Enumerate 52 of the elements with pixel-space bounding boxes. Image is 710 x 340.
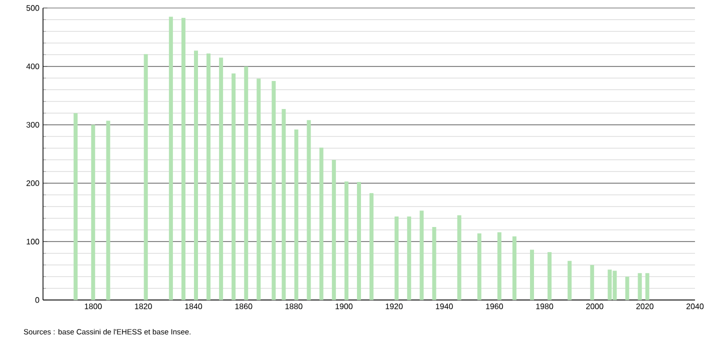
bar <box>497 232 502 300</box>
y-tick-label: 500 <box>26 5 40 11</box>
y-tick-label: 400 <box>26 64 40 70</box>
bar <box>512 236 516 300</box>
y-tick-label: 100 <box>26 238 40 244</box>
x-tick-label: 1960 <box>486 304 503 310</box>
bar <box>106 120 110 300</box>
bar <box>91 124 96 300</box>
bar <box>548 252 552 300</box>
y-tick-label: 200 <box>26 180 40 186</box>
bar <box>370 193 374 300</box>
bar <box>332 160 336 300</box>
x-tick-label: 1980 <box>536 304 554 310</box>
y-tick-label: 0 <box>35 297 40 303</box>
x-tick-label: 1860 <box>235 304 252 310</box>
bar <box>590 264 594 300</box>
x-tick-label: 2040 <box>686 304 704 310</box>
bar <box>530 250 534 300</box>
x-tick-label: 1920 <box>386 304 403 310</box>
x-tick-label: 1840 <box>185 304 202 310</box>
bar <box>306 120 311 300</box>
bar <box>568 260 572 300</box>
x-tick-label: 1940 <box>436 304 453 310</box>
bar <box>232 73 236 300</box>
bar <box>457 215 462 300</box>
y-tick-label: 300 <box>26 122 40 128</box>
bar <box>244 66 248 300</box>
bar <box>272 80 276 300</box>
bar <box>144 54 148 300</box>
bar <box>319 148 324 300</box>
bar <box>432 226 436 300</box>
x-tick-label: 2000 <box>586 304 604 310</box>
bar <box>168 16 173 300</box>
bar <box>256 78 261 300</box>
bar <box>477 233 482 300</box>
bar <box>407 216 412 300</box>
bar <box>344 181 348 300</box>
bar <box>194 50 198 300</box>
bar <box>181 18 186 300</box>
x-tick-label: 2020 <box>636 304 654 310</box>
x-tick-label: 1820 <box>135 304 152 310</box>
bar <box>74 113 78 300</box>
x-tick-label: 1800 <box>84 304 102 310</box>
bar <box>219 58 224 300</box>
bar <box>356 182 361 300</box>
bar <box>294 129 298 300</box>
bar <box>206 54 211 300</box>
bar <box>638 273 642 300</box>
x-tick-label: 1880 <box>285 304 302 310</box>
bar <box>394 216 399 300</box>
x-tick-label: 1900 <box>336 304 353 310</box>
bar <box>282 109 286 300</box>
